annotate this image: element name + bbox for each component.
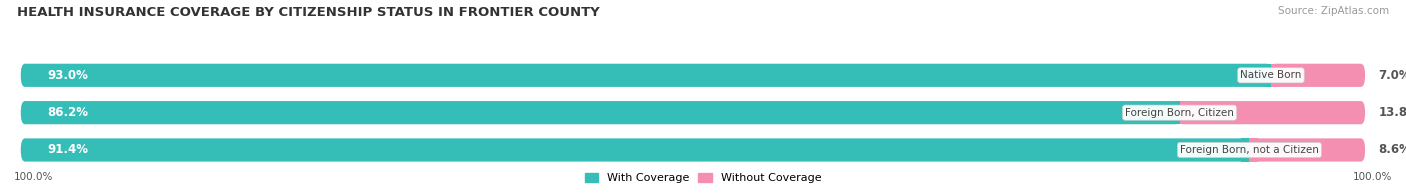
FancyBboxPatch shape	[21, 64, 1365, 87]
Text: 8.6%: 8.6%	[1378, 143, 1406, 156]
Text: Source: ZipAtlas.com: Source: ZipAtlas.com	[1278, 6, 1389, 16]
Bar	[1241, 138, 1250, 162]
Text: HEALTH INSURANCE COVERAGE BY CITIZENSHIP STATUS IN FRONTIER COUNTY: HEALTH INSURANCE COVERAGE BY CITIZENSHIP…	[17, 6, 599, 19]
FancyBboxPatch shape	[21, 101, 1365, 124]
Text: 13.8%: 13.8%	[1378, 106, 1406, 119]
FancyBboxPatch shape	[21, 138, 1250, 162]
Bar	[1250, 138, 1258, 162]
Text: 100.0%: 100.0%	[1353, 172, 1392, 182]
Bar	[1271, 64, 1279, 87]
Bar	[1180, 101, 1188, 124]
FancyBboxPatch shape	[21, 138, 1365, 162]
FancyBboxPatch shape	[1271, 64, 1365, 87]
FancyBboxPatch shape	[1180, 101, 1365, 124]
FancyBboxPatch shape	[21, 101, 1180, 124]
Text: Native Born: Native Born	[1240, 70, 1302, 80]
FancyBboxPatch shape	[1250, 138, 1365, 162]
Text: Foreign Born, not a Citizen: Foreign Born, not a Citizen	[1180, 145, 1319, 155]
Text: 86.2%: 86.2%	[48, 106, 89, 119]
FancyBboxPatch shape	[21, 64, 1271, 87]
Text: 93.0%: 93.0%	[48, 69, 89, 82]
Text: 7.0%: 7.0%	[1378, 69, 1406, 82]
Text: 91.4%: 91.4%	[48, 143, 89, 156]
Bar	[1171, 101, 1180, 124]
Text: 100.0%: 100.0%	[14, 172, 53, 182]
Text: Foreign Born, Citizen: Foreign Born, Citizen	[1125, 108, 1234, 118]
Bar	[1263, 64, 1271, 87]
Legend: With Coverage, Without Coverage: With Coverage, Without Coverage	[585, 173, 821, 183]
